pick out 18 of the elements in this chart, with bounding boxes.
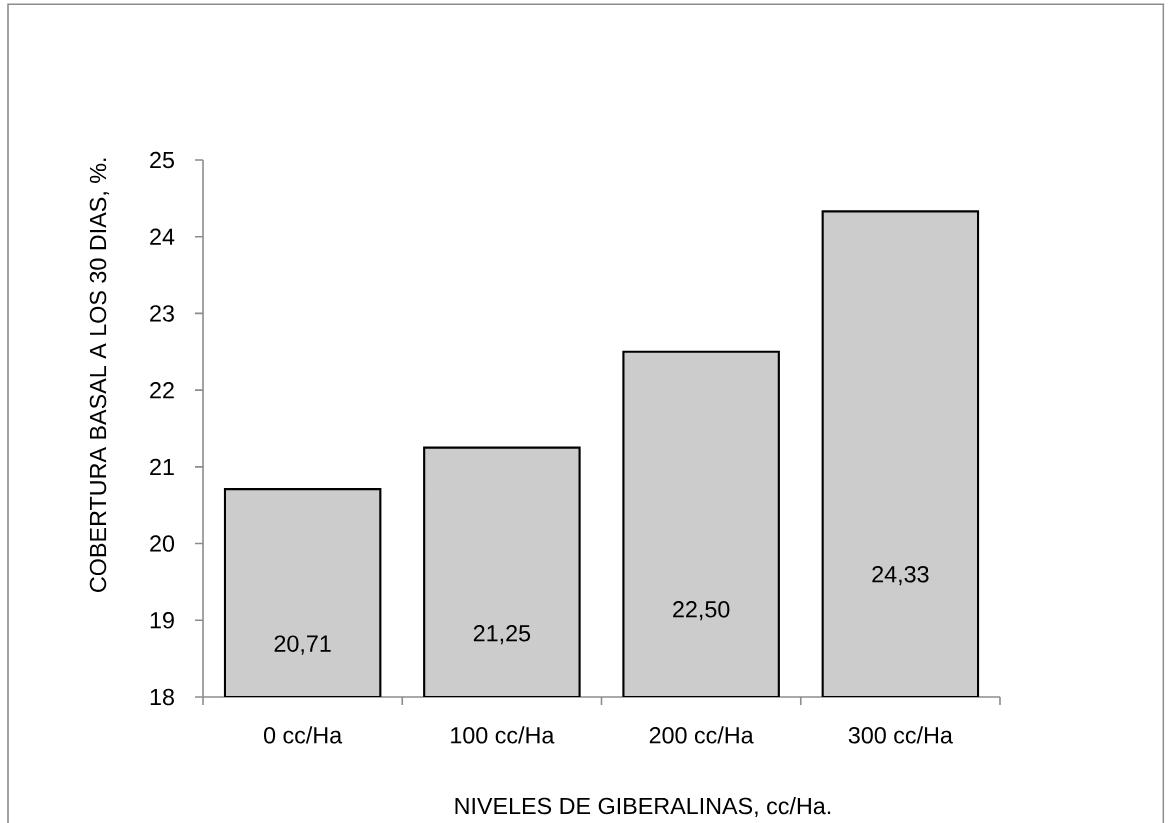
x-tick-label: 0 cc/Ha <box>264 726 343 744</box>
y-tick-label: 20 <box>150 535 175 552</box>
x-axis-title: NIVELES DE GIBERALINAS, cc/Ha. <box>455 797 831 818</box>
y-tick-label: 21 <box>150 458 174 475</box>
data-label: 21,25 <box>473 625 531 645</box>
y-tick-label: 22 <box>150 381 174 399</box>
y-tick-label: 25 <box>150 151 174 169</box>
y-tick-label: 24 <box>150 228 175 245</box>
y-tick-label: 23 <box>150 305 174 322</box>
x-tick-label: 200 cc/Ha <box>649 726 754 744</box>
x-tick-label: 300 cc/Ha <box>848 726 953 744</box>
x-tick-label: 100 cc/Ha <box>451 726 555 744</box>
data-label: 20,71 <box>274 635 331 655</box>
y-tick-label: 18 <box>150 688 174 706</box>
y-tick-label: 19 <box>150 612 174 629</box>
data-label: 24,33 <box>872 565 929 586</box>
y-axis-title: COBERTURA BASAL A LOS 30 DIAS, %. <box>89 158 110 592</box>
data-label: 22,50 <box>673 601 730 621</box>
